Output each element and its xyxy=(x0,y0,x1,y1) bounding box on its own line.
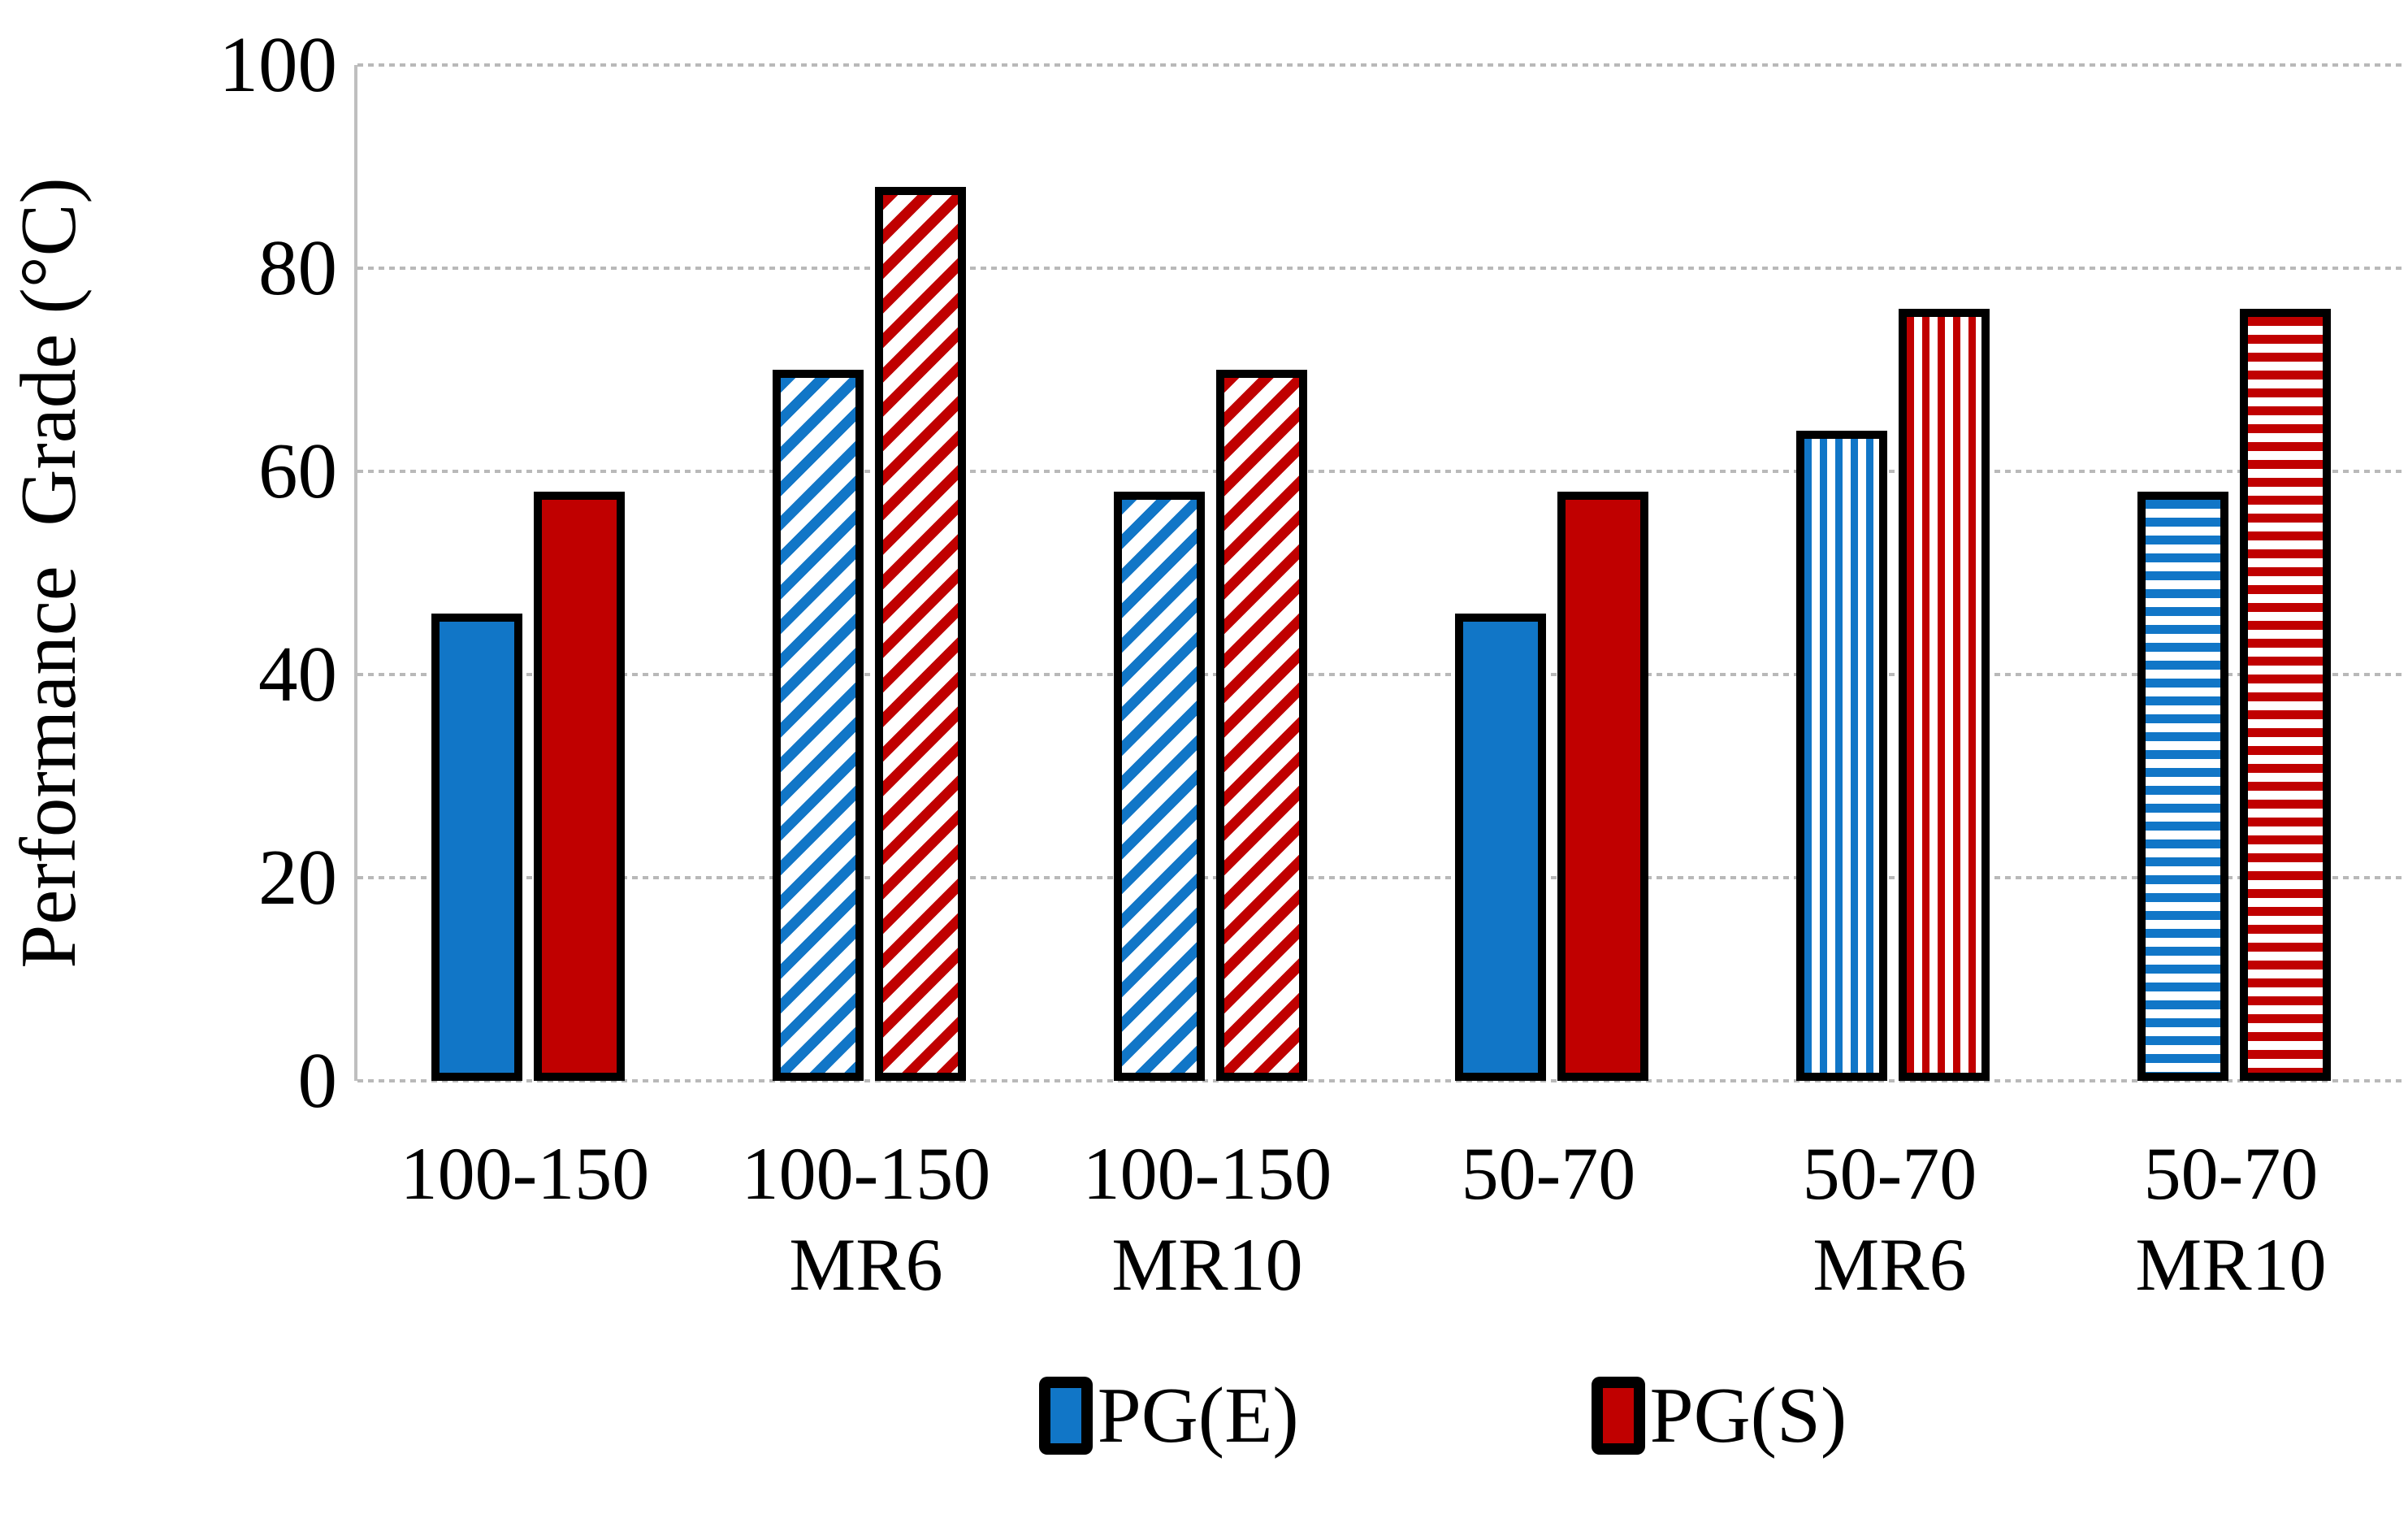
x-category-label-50-70-mr10: 50-70 MR10 xyxy=(2135,1132,2327,1306)
x-category-label-50-70: 50-70 xyxy=(1461,1132,1636,1215)
legend-item-pg-e: PG(E) xyxy=(1038,1367,1299,1464)
bar-pg-s-100-150-mr10 xyxy=(1216,370,1307,1081)
legend-item-pg-s: PG(S) xyxy=(1591,1367,1847,1464)
bar-pg-e-50-70-mr10 xyxy=(2137,492,2228,1081)
bar-pg-s-50-70 xyxy=(1557,492,1648,1081)
gridline-100 xyxy=(357,63,2405,67)
y-tick-label-60: 60 xyxy=(258,427,337,514)
bar-pg-e-50-70-mr6 xyxy=(1796,431,1887,1081)
bar-pg-e-100-150 xyxy=(431,614,522,1081)
x-category-label-100-150-mr6: 100-150 MR6 xyxy=(741,1132,991,1306)
bar-pg-e-100-150-mr6 xyxy=(773,370,864,1081)
y-tick-label-0: 0 xyxy=(297,1037,338,1124)
y-tick-label-20: 20 xyxy=(258,834,337,921)
y-tick-label-100: 100 xyxy=(219,21,338,108)
gridline-0 xyxy=(357,1079,2405,1082)
x-axis-category-labels: 100-150 100-150 MR6 100-150 MR10 50-70 50-70 MR… xyxy=(354,1128,2402,1339)
gridline-40 xyxy=(357,673,2405,676)
gridline-80 xyxy=(357,267,2405,270)
legend-swatch-pg-e xyxy=(1038,1377,1093,1455)
bar-pg-s-50-70-mr6 xyxy=(1899,309,1990,1081)
bar-pg-s-100-150 xyxy=(534,492,625,1081)
gridline-60 xyxy=(357,470,2405,473)
bar-pg-s-100-150-mr6 xyxy=(875,187,966,1081)
legend: PG(E) PG(S) xyxy=(419,1359,2408,1473)
bar-pg-e-50-70 xyxy=(1455,614,1546,1081)
bar-pg-e-100-150-mr10 xyxy=(1114,492,1205,1081)
gridline-20 xyxy=(357,876,2405,879)
y-tick-label-80: 80 xyxy=(258,224,337,311)
legend-swatch-pg-s xyxy=(1591,1377,1645,1455)
x-category-label-50-70-mr6: 50-70 MR6 xyxy=(1802,1132,1977,1306)
x-category-label-100-150: 100-150 xyxy=(400,1132,650,1215)
x-category-label-100-150-mr10: 100-150 MR10 xyxy=(1082,1132,1332,1306)
y-axis-tick-labels: 0 20 40 60 80 100 xyxy=(73,21,338,1124)
legend-label-pg-s: PG(S) xyxy=(1649,1372,1847,1459)
legend-label-pg-e: PG(E) xyxy=(1097,1372,1299,1459)
bar-pg-s-50-70-mr10 xyxy=(2240,309,2331,1081)
y-tick-label-40: 40 xyxy=(258,631,337,718)
plot-area xyxy=(354,63,2405,1082)
